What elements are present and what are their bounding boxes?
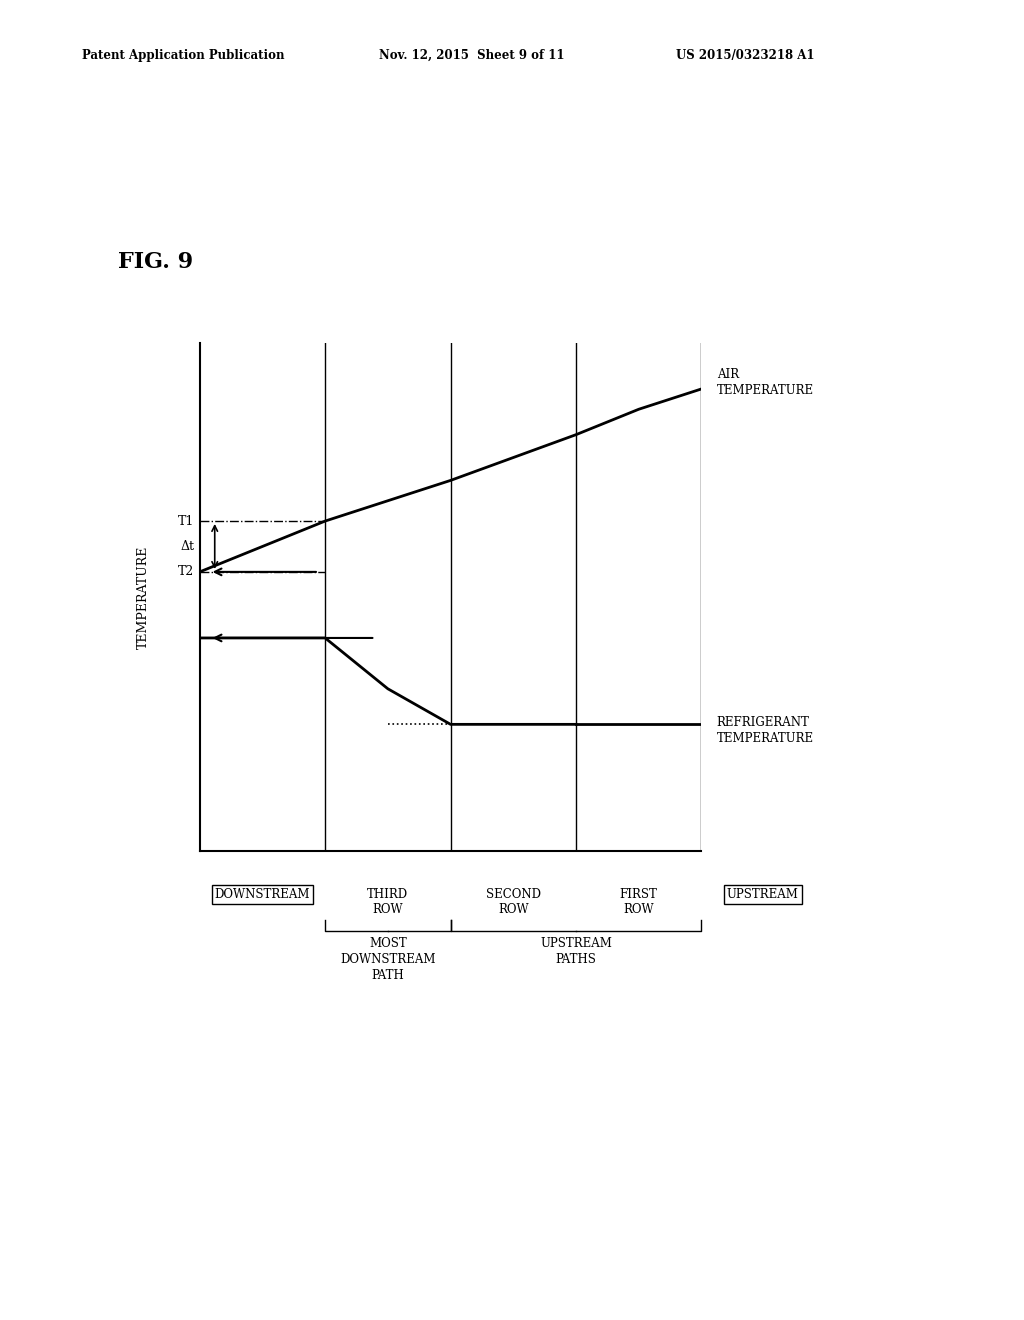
Text: US 2015/0323218 A1: US 2015/0323218 A1: [676, 49, 814, 62]
Text: Nov. 12, 2015  Sheet 9 of 11: Nov. 12, 2015 Sheet 9 of 11: [379, 49, 564, 62]
Text: REFRIGERANT
TEMPERATURE: REFRIGERANT TEMPERATURE: [717, 717, 814, 746]
Text: AIR
TEMPERATURE: AIR TEMPERATURE: [717, 368, 814, 397]
Text: TEMPERATURE: TEMPERATURE: [137, 545, 150, 649]
Text: FIG. 9: FIG. 9: [118, 251, 193, 273]
Text: Patent Application Publication: Patent Application Publication: [82, 49, 285, 62]
Text: UPSTREAM: UPSTREAM: [727, 888, 799, 902]
Text: SECOND
ROW: SECOND ROW: [485, 888, 541, 916]
Text: DOWNSTREAM: DOWNSTREAM: [215, 888, 310, 902]
Text: THIRD
ROW: THIRD ROW: [368, 888, 409, 916]
Text: MOST
DOWNSTREAM
PATH: MOST DOWNSTREAM PATH: [340, 937, 435, 982]
Text: T2: T2: [178, 565, 195, 578]
Text: T1: T1: [178, 515, 195, 528]
Text: UPSTREAM
PATHS: UPSTREAM PATHS: [540, 937, 612, 966]
Text: FIRST
ROW: FIRST ROW: [620, 888, 657, 916]
Text: Δt: Δt: [180, 540, 195, 553]
